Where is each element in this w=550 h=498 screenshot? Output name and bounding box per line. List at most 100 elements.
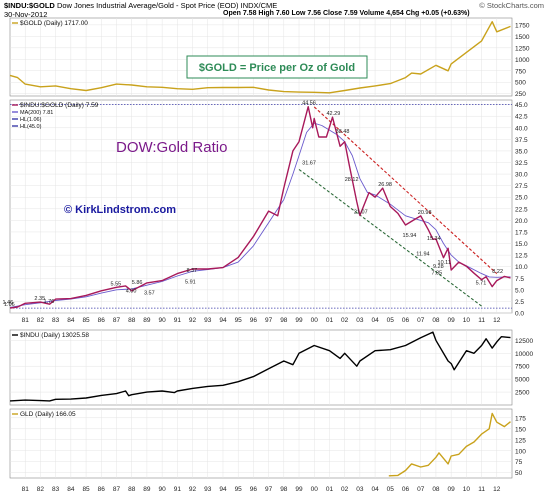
x-tick-label: 06 bbox=[402, 317, 410, 324]
series-line bbox=[388, 412, 511, 477]
x-tick-label: 91 bbox=[174, 486, 182, 493]
x-tick-label: 12 bbox=[493, 486, 501, 493]
point-label: 15.94 bbox=[403, 233, 417, 239]
x-tick-label: 82 bbox=[37, 486, 45, 493]
y-tick-label: 12.5 bbox=[515, 253, 528, 260]
x-tick-label: 88 bbox=[128, 317, 136, 324]
x-tick-label: 91 bbox=[174, 317, 182, 324]
y-tick-label: 5.0 bbox=[515, 287, 524, 294]
x-tick-label: 81 bbox=[22, 486, 30, 493]
x-tick-label: 96 bbox=[250, 317, 258, 324]
y-tick-label: 45.0 bbox=[515, 102, 528, 109]
x-tick-label: 98 bbox=[280, 486, 288, 493]
y-tick-label: 32.5 bbox=[515, 160, 528, 167]
panel-frame bbox=[9, 99, 513, 314]
y-tick-label: 1750 bbox=[515, 22, 530, 29]
x-tick-label: 86 bbox=[98, 486, 106, 493]
annotation-text: $GOLD = Price per Oz of Gold bbox=[199, 62, 355, 74]
y-tick-label: 37.5 bbox=[515, 137, 528, 144]
series-line bbox=[9, 106, 511, 309]
legend-entry: $INDU:$GOLD (Daily) 7.59 bbox=[20, 102, 99, 109]
x-tick-label: 04 bbox=[371, 317, 379, 324]
point-label: 21.07 bbox=[354, 209, 368, 215]
series-line bbox=[9, 331, 511, 402]
point-label: 7.85 bbox=[431, 271, 442, 277]
x-tick-label: 89 bbox=[143, 317, 151, 324]
y-tick-label: 20.0 bbox=[515, 218, 528, 225]
point-label: 9.28 bbox=[433, 264, 444, 270]
y-tick-label: 50 bbox=[515, 470, 523, 477]
x-tick-label: 93 bbox=[204, 486, 212, 493]
x-tick-label: 12 bbox=[493, 317, 501, 324]
x-tick-label: 07 bbox=[417, 317, 425, 324]
y-tick-label: 1250 bbox=[515, 45, 530, 52]
y-tick-label: 1500 bbox=[515, 34, 530, 41]
legend-entry: GLD (Daily) 166.05 bbox=[20, 411, 76, 418]
y-tick-label: 75 bbox=[515, 459, 523, 466]
x-tick-label: 95 bbox=[235, 317, 243, 324]
point-label: 2.35 bbox=[34, 296, 45, 302]
y-tick-label: 40.0 bbox=[515, 125, 528, 132]
x-axis-bottom: 81 82 83 84 85 86 87 88 89 90 91 92 93 94 95 96 97 98 99 00… bbox=[22, 486, 501, 493]
x-tick-label: 90 bbox=[159, 486, 167, 493]
trend-line bbox=[298, 169, 482, 307]
trend-line bbox=[313, 106, 498, 275]
panel-gld: 50 75 100 125 150 175 GLD (Daily) 166.05 bbox=[9, 408, 526, 479]
x-tick-label: 90 bbox=[159, 317, 167, 324]
x-tick-label: 96 bbox=[250, 486, 258, 493]
y-tick-label: 750 bbox=[515, 68, 526, 75]
x-tick-label: 10 bbox=[463, 317, 471, 324]
point-label: 8.37 bbox=[187, 268, 198, 274]
y-tick-label: 25.0 bbox=[515, 195, 528, 202]
y-tick-label: 10000 bbox=[515, 351, 533, 358]
y-tick-label: 250 bbox=[515, 91, 526, 98]
x-tick-label: 02 bbox=[341, 317, 349, 324]
x-tick-label: 87 bbox=[113, 317, 121, 324]
x-tick-label: 88 bbox=[128, 486, 136, 493]
y-tick-label: 150 bbox=[515, 426, 526, 433]
x-tick-label: 92 bbox=[189, 317, 197, 324]
point-label: 5.91 bbox=[185, 280, 196, 286]
point-label: 5.71 bbox=[476, 281, 487, 287]
panel-frame bbox=[9, 329, 513, 406]
y-tick-label: 0.0 bbox=[515, 311, 524, 318]
x-tick-label: 97 bbox=[265, 317, 273, 324]
legend-entry: $INDU (Daily) 13025.58 bbox=[20, 332, 89, 339]
point-label: 8.22 bbox=[492, 269, 503, 275]
y-tick-label: 5000 bbox=[515, 377, 530, 384]
point-label: 31.67 bbox=[302, 160, 316, 166]
x-tick-label: 00 bbox=[311, 486, 319, 493]
x-tick-label: 08 bbox=[432, 486, 440, 493]
annotation-box bbox=[186, 55, 368, 79]
point-label: 1.46 bbox=[2, 300, 13, 306]
x-tick-label: 97 bbox=[265, 486, 273, 493]
x-tick-label: 09 bbox=[448, 317, 456, 324]
x-tick-label: 05 bbox=[387, 486, 395, 493]
x-tick-label: 84 bbox=[67, 317, 75, 324]
x-tick-label: 99 bbox=[295, 486, 303, 493]
x-tick-label: 83 bbox=[52, 486, 60, 493]
x-tick-label: 02 bbox=[341, 486, 349, 493]
y-tick-label: 125 bbox=[515, 437, 526, 444]
point-label: 5.55 bbox=[110, 281, 121, 287]
x-tick-label: 08 bbox=[432, 317, 440, 324]
x-tick-label: 01 bbox=[326, 486, 334, 493]
panel-gold: 250 500 750 1000 1250 1500 1750 $GOLD (Daily) 1… bbox=[9, 17, 530, 98]
y-tick-label: 17.5 bbox=[515, 229, 528, 236]
x-tick-label: 95 bbox=[235, 486, 243, 493]
point-label: 4.00 bbox=[126, 288, 137, 294]
y-tick-label: 35.0 bbox=[515, 148, 528, 155]
x-tick-label: 09 bbox=[448, 486, 456, 493]
point-label: 28.12 bbox=[345, 177, 359, 183]
x-tick-label: 94 bbox=[219, 486, 227, 493]
x-tick-label: 89 bbox=[143, 486, 151, 493]
point-label: 26.98 bbox=[378, 182, 392, 188]
chart-description: Dow Jones Industrial Average/Gold - Spot… bbox=[56, 1, 278, 10]
x-tick-label: 05 bbox=[387, 317, 395, 324]
x-tick-label: 11 bbox=[478, 486, 485, 493]
series-line bbox=[9, 21, 511, 94]
legend-entry: MA(200) 7.81 bbox=[20, 110, 53, 116]
x-tick-label: 10 bbox=[463, 486, 471, 493]
x-tick-label: 87 bbox=[113, 486, 121, 493]
